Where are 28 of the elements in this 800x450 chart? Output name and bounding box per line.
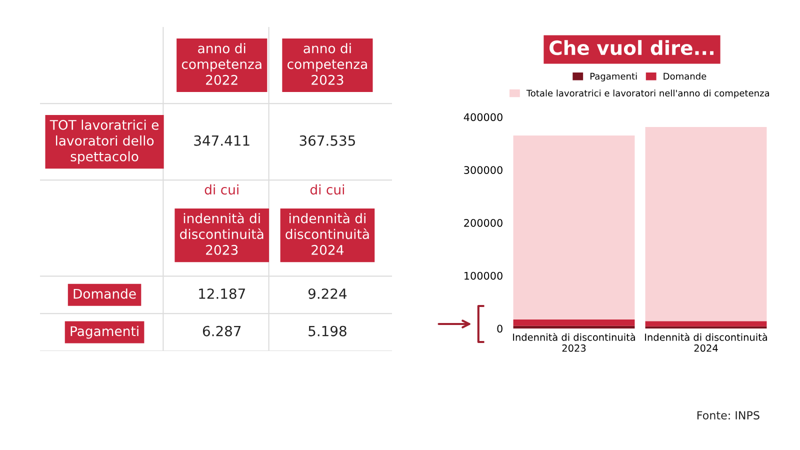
text: 5.198 (308, 326, 346, 336)
category-label: anno di competenza 2022 (182, 43, 262, 85)
bar (513, 326, 635, 328)
legend-label: Totale lavoratrici e lavoratori nell'anno di competenza (526, 90, 769, 98)
text: 12.187 (199, 288, 245, 299)
y-tick-label: 100000 (464, 272, 502, 280)
y-tick-label: 200000 (464, 218, 502, 227)
text: 9.224 (308, 288, 347, 299)
bar (513, 320, 635, 326)
x-tick-label: Indennità di discontinuità 2023 (513, 332, 635, 352)
source-note: Fonte: INPS (697, 411, 760, 420)
text: di cui indennità di discontinuità 2023 (180, 184, 264, 255)
chart-title: Che vuol dire... (550, 40, 714, 56)
category-label: TOT lavoratrici e lavoratori dello spettacolo (50, 120, 158, 164)
text: di cui indennità di discontinuità 2024 (286, 184, 369, 255)
text: 367.535 (300, 135, 355, 146)
y-tick-label: 400000 (464, 113, 502, 122)
category-label: Pagamenti (70, 326, 138, 339)
legend-label: Domande (664, 72, 706, 80)
category-label: anno di competenza 2023 (288, 43, 367, 85)
bar (645, 321, 767, 326)
y-tick-label: 0 (497, 324, 502, 333)
category-label: Domande (74, 288, 136, 299)
y-tick-label: 300000 (464, 166, 502, 174)
text: 347.411 (194, 135, 250, 146)
legend-label: Pagamenti (590, 72, 637, 82)
x-tick-label: Indennità di discontinuità 2024 (645, 332, 767, 352)
text: 6.287 (202, 326, 241, 336)
